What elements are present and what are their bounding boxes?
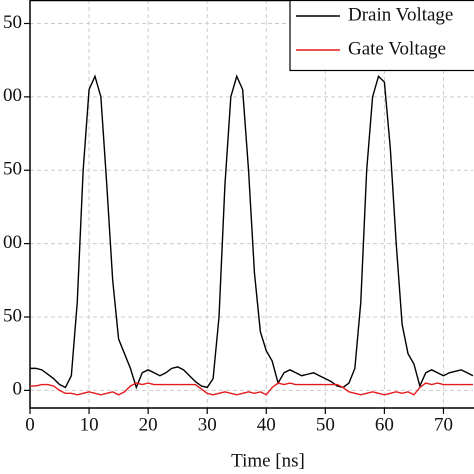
y-tick-label: 50 (3, 305, 22, 326)
plot-frame (29, 0, 474, 409)
x-tick-label: 40 (257, 414, 276, 435)
x-tick-label: 30 (198, 414, 217, 435)
y-tick-label: 0 (13, 379, 23, 400)
x-tick-label: 70 (434, 414, 453, 435)
legend-box (289, 0, 474, 72)
series-line (30, 74, 474, 390)
legend-label: Drain Voltage (348, 4, 453, 25)
x-tick-label: 10 (80, 414, 99, 435)
y-tick-label: 00 (3, 85, 22, 106)
x-tick-label: 50 (316, 414, 335, 435)
legend-label: Gate Voltage (348, 38, 446, 59)
y-tick-label: 50 (3, 12, 22, 33)
series-line (30, 382, 473, 396)
x-axis-label: Time [ns] (231, 450, 305, 471)
y-tick-label: 00 (3, 232, 22, 253)
x-tick-label: 20 (139, 414, 158, 435)
legend: Drain Voltage Gate Voltage (289, 0, 474, 72)
x-tick-label: 60 (375, 414, 394, 435)
x-tick-label: 0 (25, 414, 35, 435)
y-tick-label: 50 (3, 159, 22, 180)
